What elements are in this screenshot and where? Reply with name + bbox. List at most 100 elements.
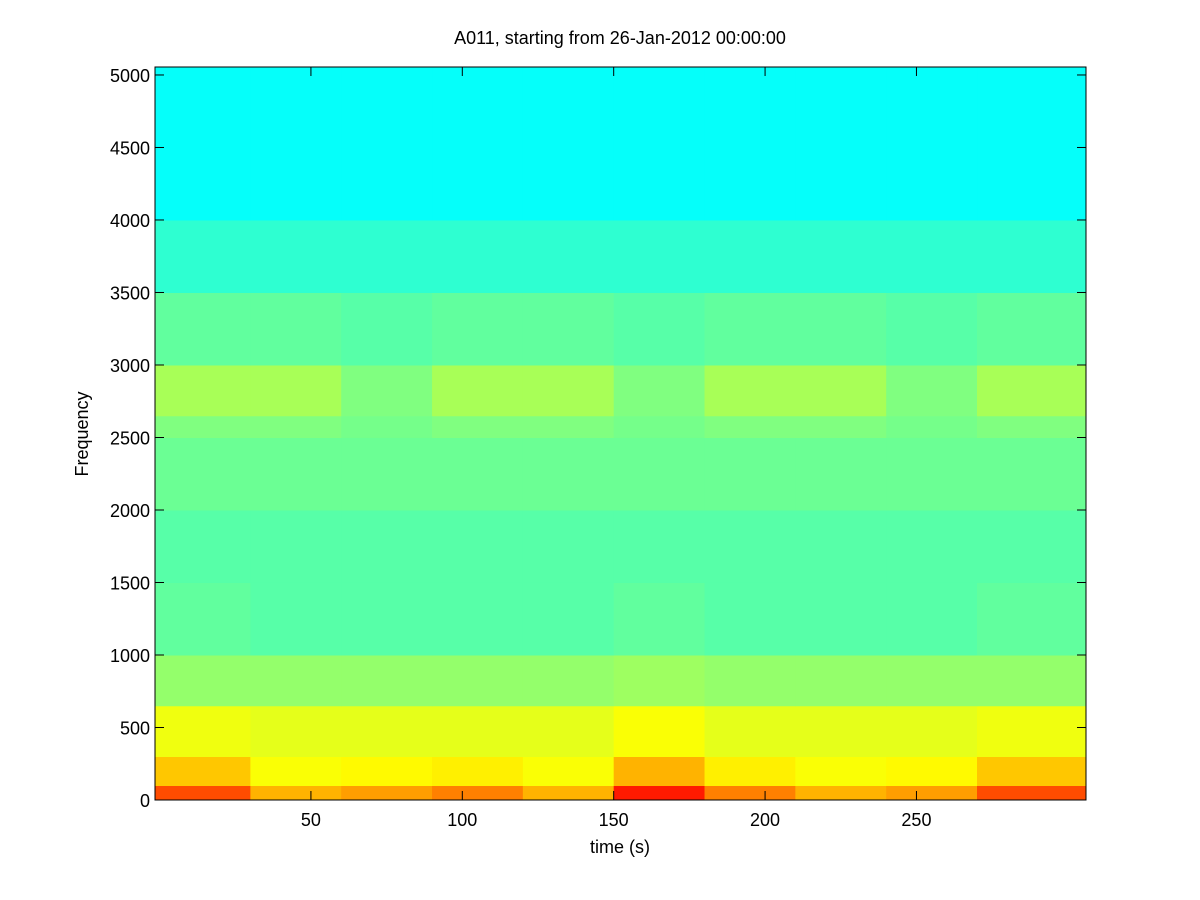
heatmap-cell (155, 364, 251, 417)
heatmap-cell (341, 219, 433, 293)
y-axis-label: Frequency (72, 391, 92, 476)
heatmap-cell (250, 219, 342, 293)
heatmap-cell (250, 437, 342, 511)
y-tick-label: 0 (140, 791, 150, 811)
heatmap-cell (341, 292, 433, 366)
heatmap-cell (250, 292, 342, 366)
heatmap-cell (795, 219, 887, 293)
heatmap-cell (977, 292, 1087, 366)
heatmap-cell (341, 437, 433, 511)
heatmap-cell (795, 705, 887, 757)
heatmap-cell (522, 582, 615, 656)
heatmap-cell (886, 756, 978, 786)
heatmap-cell (250, 67, 342, 221)
y-tick-label: 3500 (110, 283, 150, 303)
x-axis-label: time (s) (590, 837, 650, 857)
heatmap-cell (250, 654, 342, 707)
heatmap-cell (155, 785, 251, 801)
heatmap-cell (613, 67, 706, 221)
heatmap-cell (341, 705, 433, 757)
heatmap-cell (613, 756, 706, 786)
heatmap-cell (977, 415, 1087, 438)
heatmap-cell (341, 654, 433, 707)
heatmap-cell (155, 415, 251, 438)
heatmap-cell (613, 785, 706, 801)
heatmap-cell (886, 437, 978, 511)
heatmap-cell (155, 756, 251, 786)
x-tick-label: 250 (901, 810, 931, 830)
y-tick-label: 3000 (110, 356, 150, 376)
heatmap-cell (977, 219, 1087, 293)
heatmap-cell (795, 509, 887, 583)
heatmap-cell (795, 67, 887, 221)
heatmap-cell (704, 705, 796, 757)
heatmap-cell (795, 437, 887, 511)
heatmap-cell (704, 292, 796, 366)
heatmap-cell (250, 705, 342, 757)
chart-title: A011, starting from 26-Jan-2012 00:00:00 (454, 28, 786, 48)
heatmap-cell (886, 364, 978, 417)
heatmap-cell (886, 785, 978, 801)
heatmap-cell (977, 364, 1087, 417)
heatmap-cell (432, 756, 524, 786)
heatmap-cell (886, 67, 978, 221)
heatmap-cell (613, 364, 706, 417)
heatmap-cell (522, 415, 615, 438)
heatmap-cell (250, 582, 342, 656)
heatmap-cell (886, 219, 978, 293)
heatmap-cell (341, 582, 433, 656)
heatmap-cell (341, 415, 433, 438)
heatmap-cell (432, 582, 524, 656)
heatmap-cell (522, 785, 615, 801)
heatmap-cell (977, 705, 1087, 757)
heatmap-cell (155, 582, 251, 656)
heatmap-cell (977, 756, 1087, 786)
heatmap-cell (613, 705, 706, 757)
heatmap-cell (613, 292, 706, 366)
heatmap-cell (155, 292, 251, 366)
heatmap-cell (613, 582, 706, 656)
heatmap-cell (250, 415, 342, 438)
heatmap-cell (432, 785, 524, 801)
y-tick-label: 500 (120, 718, 150, 738)
heatmap-cell (977, 654, 1087, 707)
heatmap-cell (795, 292, 887, 366)
heatmap-cell (432, 654, 524, 707)
heatmap-cell (795, 756, 887, 786)
heatmap-cell (522, 437, 615, 511)
heatmap-cell (522, 756, 615, 786)
x-tick-label: 200 (750, 810, 780, 830)
heatmap-cell (613, 437, 706, 511)
heatmap-cell (795, 785, 887, 801)
x-tick-label: 100 (447, 810, 477, 830)
heatmap-cell (704, 582, 796, 656)
heatmap-cell (613, 509, 706, 583)
heatmap-cell (704, 756, 796, 786)
y-tick-label: 1500 (110, 573, 150, 593)
heatmap-cell (886, 292, 978, 366)
heatmap-cell (155, 437, 251, 511)
y-tick-label: 1000 (110, 646, 150, 666)
y-tick-label: 4000 (110, 211, 150, 231)
heatmap-cell (432, 219, 524, 293)
heatmap-cell (341, 364, 433, 417)
heatmap-cell (704, 219, 796, 293)
heatmap-cell (795, 654, 887, 707)
heatmap-cell (522, 292, 615, 366)
plot-frame (154, 66, 1087, 801)
heatmap-cell (341, 67, 433, 221)
heatmap-cell (977, 785, 1087, 801)
heatmap-cell (613, 415, 706, 438)
y-tick-label: 4500 (110, 138, 150, 158)
heatmap-cell (250, 785, 342, 801)
heatmap-cell (155, 705, 251, 757)
y-tick-label: 5000 (110, 66, 150, 86)
heatmap-cell (250, 756, 342, 786)
heatmap-cell (977, 437, 1087, 511)
heatmap-cell (341, 756, 433, 786)
heatmap-cell (250, 364, 342, 417)
heatmap-cell (341, 509, 433, 583)
heatmap-cell (155, 67, 251, 221)
heatmap-cell (704, 437, 796, 511)
